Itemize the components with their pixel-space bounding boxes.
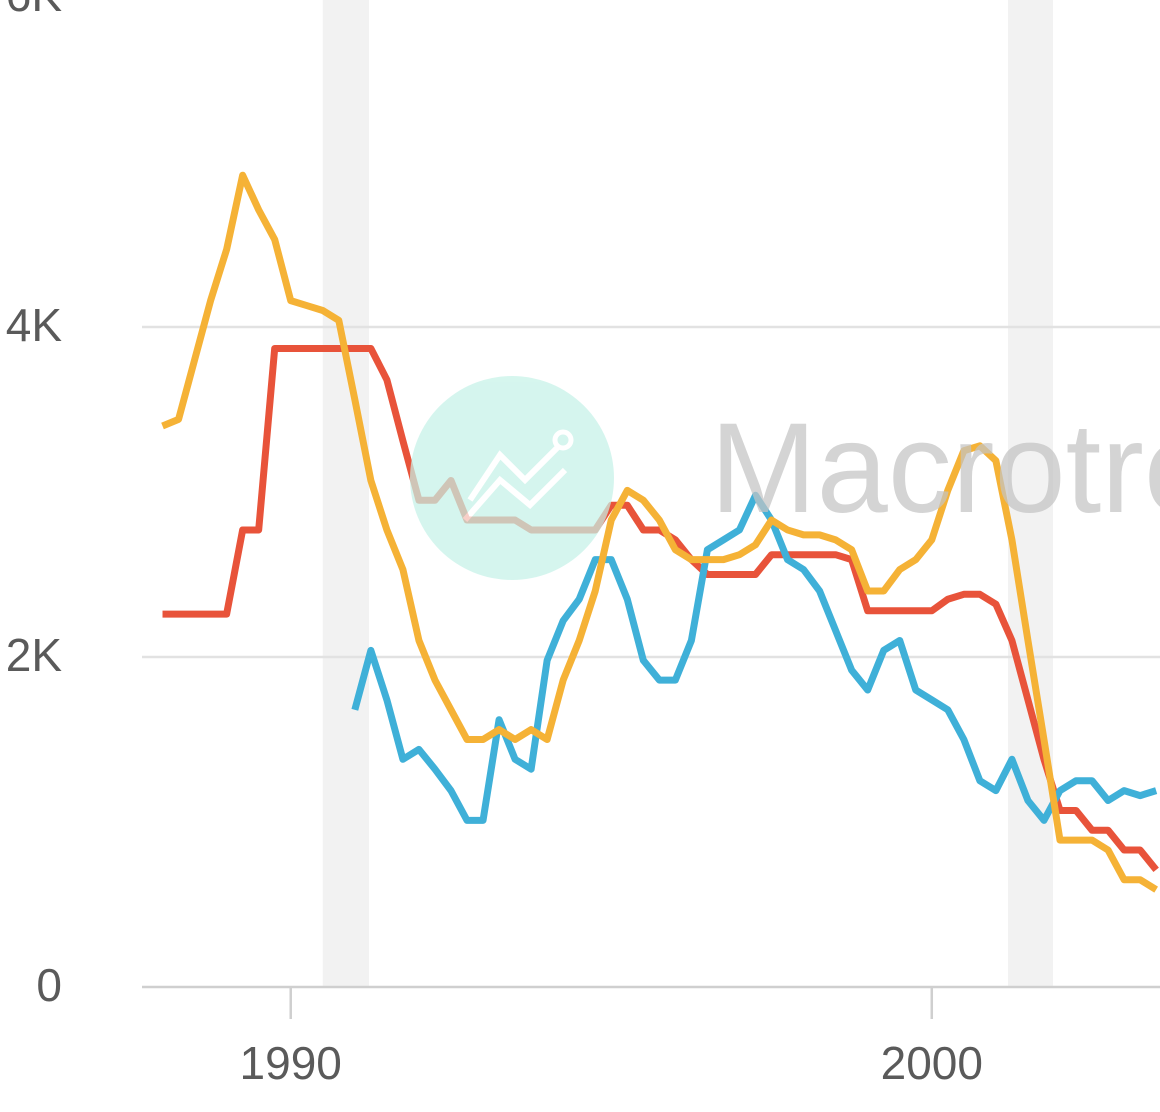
grid-layer: [142, 325, 1160, 989]
series-line: [161, 171, 1158, 893]
lines-layer: [161, 171, 1159, 893]
series-line: [162, 344, 1159, 873]
watermark-text: Macrotrends: [710, 397, 1160, 540]
axes-layer: 0 2K 4K 6K 1990 2000: [6, 0, 983, 1089]
watermark-logo-line: [462, 467, 568, 522]
y-tick-label: 2K: [6, 629, 63, 681]
y-tick-label: 0: [36, 959, 62, 1011]
shaded-layer: [322, 0, 1053, 987]
watermark-layer: Macrotrends: [410, 376, 1160, 580]
watermark-logo-line: [467, 442, 563, 502]
y-tick-label: 4K: [6, 299, 63, 351]
series-line: [351, 491, 1158, 824]
x-tick-label: 2000: [881, 1037, 983, 1089]
x-tick-label: 1990: [240, 1037, 342, 1089]
recession-band: [322, 0, 369, 987]
y-tick-label: 6K: [6, 0, 63, 21]
watermark-logo-dot: [552, 429, 574, 451]
watermark-logo: [410, 376, 614, 580]
